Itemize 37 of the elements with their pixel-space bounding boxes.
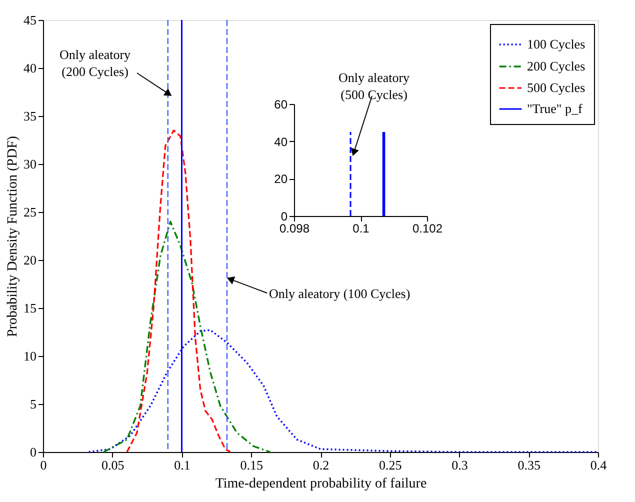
x-tick-label: 0.1 xyxy=(352,222,370,236)
x-axis-title: Time-dependent probability of failure xyxy=(215,476,427,492)
y-axis-title: Probability Density Function (PDF) xyxy=(6,136,20,338)
x-tick-label: 0.3 xyxy=(452,458,468,472)
y-tick-label: 20 xyxy=(274,172,288,186)
y-tick-label: 25 xyxy=(24,204,36,220)
y-tick-label: 0 xyxy=(280,210,288,224)
x-tick-label: 0.05 xyxy=(102,458,124,472)
legend-label: "True" p_f xyxy=(527,101,583,116)
x-tick-label: 0 xyxy=(40,458,47,472)
y-tick-label: 20 xyxy=(24,252,36,268)
line-series xyxy=(126,130,232,453)
annotation: Only aleatory (500 Cycles) xyxy=(338,70,410,102)
y-tick-label: 40 xyxy=(274,134,288,149)
x-tick-label: 0.098 xyxy=(279,222,310,236)
annotation: Only aleatory (200 Cycles) xyxy=(59,47,132,79)
legend-label: 500 Cycles xyxy=(527,80,586,95)
x-tick-label: 0.1 xyxy=(174,458,190,472)
y-tick-label: 40 xyxy=(24,60,36,76)
y-tick-label: 60 xyxy=(274,98,288,112)
legend-label: 200 Cycles xyxy=(527,58,586,74)
annotation: Only aleatory (100 Cycles) xyxy=(269,286,410,301)
line-series xyxy=(102,220,272,453)
y-tick-label: 45 xyxy=(24,12,36,28)
x-tick-label: 0.25 xyxy=(379,458,402,472)
x-tick-label: 0.102 xyxy=(412,222,443,236)
x-tick-label: 0.4 xyxy=(590,458,608,472)
x-tick-label: 0.35 xyxy=(518,458,540,472)
y-tick-label: 10 xyxy=(24,348,36,364)
y-tick-label: 0 xyxy=(30,444,36,460)
y-tick-label: 5 xyxy=(30,396,36,412)
y-tick-label: 35 xyxy=(24,108,36,124)
x-tick-label: 0.2 xyxy=(312,458,330,472)
y-tick-label: 15 xyxy=(24,300,36,316)
x-tick-label: 0.15 xyxy=(240,458,263,472)
legend-label: 100 Cycles xyxy=(527,36,586,52)
y-tick-label: 30 xyxy=(24,156,36,172)
